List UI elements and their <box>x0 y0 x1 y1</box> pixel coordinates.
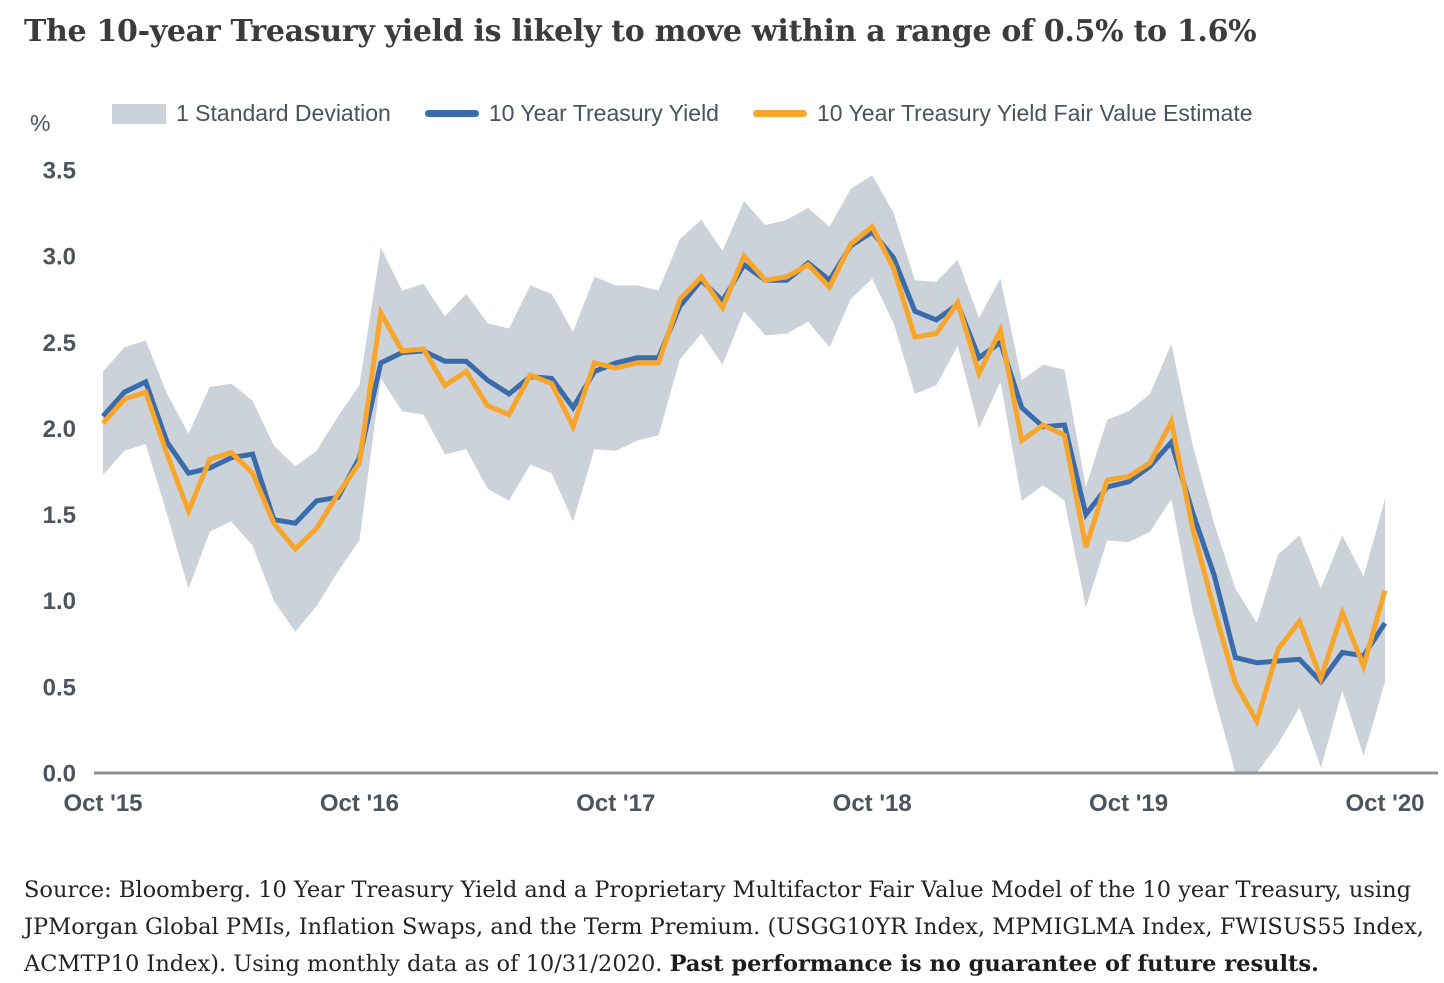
y-tick-label: 1.5 <box>43 502 76 529</box>
y-axis-unit-label: % <box>30 110 51 136</box>
x-tick-label: Oct '19 <box>1089 790 1168 817</box>
y-tick-label: 3.5 <box>43 157 76 184</box>
treasury-yield-line <box>101 228 1388 686</box>
legend-label-std-deviation: 1 Standard Deviation <box>176 100 391 126</box>
x-tick-label: Oct '20 <box>1345 790 1424 817</box>
y-tick-label: 0.5 <box>43 674 76 701</box>
legend-item-treasury-yield: 10 Year Treasury Yield <box>424 100 719 127</box>
x-tick-label: Oct '15 <box>63 790 142 817</box>
yield-chart-svg: 0.0 0.5 1.0 1.5 2.0 2.5 3.0 3.5 Oct '15 Oct '16 Oc… <box>43 157 1438 817</box>
x-tick-label: Oct '16 <box>320 790 399 817</box>
y-tick-label: 0.0 <box>43 761 76 788</box>
x-tick-label: Oct '17 <box>576 790 655 817</box>
yield-chart: 0.0 0.5 1.0 1.5 2.0 2.5 3.0 3.5 Oct '15 Oct '16 Oc… <box>0 130 1444 845</box>
yield-line-swatch-icon <box>424 110 479 117</box>
std-deviation-band <box>103 175 1385 773</box>
x-tick-label: Oct '18 <box>833 790 912 817</box>
legend-item-std-deviation: 1 Standard Deviation <box>112 100 391 127</box>
y-tick-label: 3.0 <box>43 244 76 271</box>
legend-item-fair-value: 10 Year Treasury Yield Fair Value Estima… <box>752 100 1253 127</box>
chart-legend: 1 Standard Deviation 10 Year Treasury Yi… <box>112 100 1253 127</box>
y-tick-label: 1.0 <box>43 588 76 615</box>
y-tick-label: 2.0 <box>43 416 76 443</box>
source-text-regular: Source: Bloomberg. 10 Year Treasury Yiel… <box>24 876 1424 977</box>
band-swatch-icon <box>112 103 166 124</box>
source-text: Source: Bloomberg. 10 Year Treasury Yiel… <box>24 872 1424 983</box>
page-title: The 10-year Treasury yield is likely to … <box>24 14 1257 49</box>
y-tick-label: 2.5 <box>43 330 76 357</box>
disclaimer-bold: Past performance is no guarantee of futu… <box>669 950 1319 977</box>
fair-value-line-swatch-icon <box>752 110 807 117</box>
legend-label-fair-value: 10 Year Treasury Yield Fair Value Estima… <box>816 100 1253 126</box>
legend-label-treasury-yield: 10 Year Treasury Yield <box>488 100 719 126</box>
fair-value-line <box>101 222 1388 728</box>
